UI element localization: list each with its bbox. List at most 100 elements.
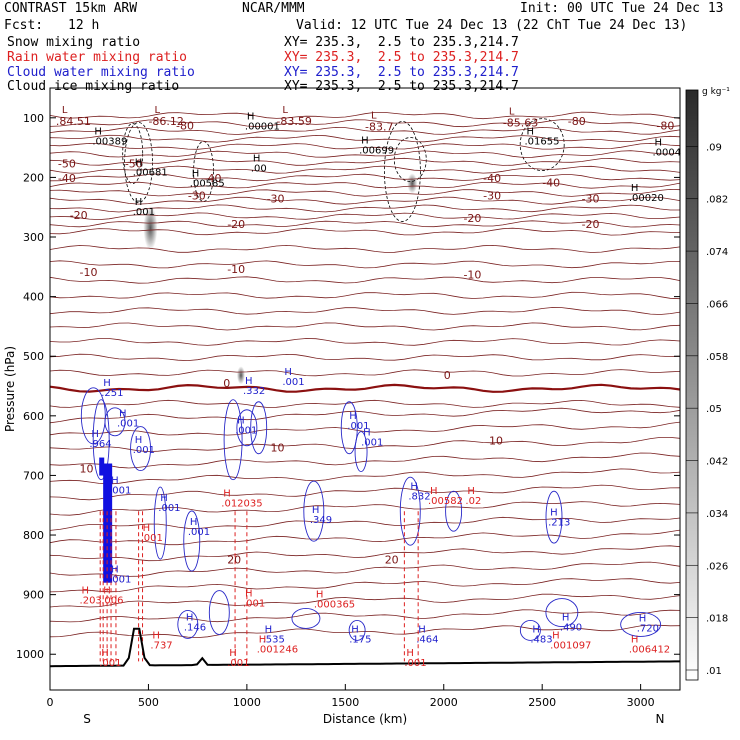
isotherm-line	[49, 181, 681, 189]
cloud-water-max-value-label: .175	[349, 634, 371, 645]
rain-max-marker: H	[552, 630, 560, 641]
cloud-water-max-value-label: .001	[361, 438, 383, 449]
ice-max-value-label: .00020	[629, 193, 664, 204]
cloud-water-core	[103, 463, 113, 583]
colorbar-level-label: .05	[706, 404, 722, 415]
cloud-water-max-marker: H	[186, 612, 194, 623]
rain-max-value-label: .000365	[314, 600, 355, 611]
cloud-water-contour	[130, 426, 152, 472]
isotherm-line	[49, 407, 681, 424]
cloud-water-max-marker: H	[237, 416, 245, 427]
ice-dashed-contour	[384, 121, 421, 222]
isotherm-value-label: 0	[444, 369, 451, 382]
cloud-water-max-marker: H	[639, 614, 647, 625]
cloud-water-contour	[236, 409, 258, 447]
isotherm-line	[49, 437, 681, 453]
isotherm-value-label: -20	[463, 212, 481, 225]
rain-max-value-label: .001097	[550, 640, 591, 651]
cloud-water-max-marker: H	[160, 493, 168, 504]
cloud-water-max-marker: H	[410, 481, 418, 492]
ice-max-value-label: .0004	[652, 147, 681, 158]
ice-max-marker: H	[94, 127, 102, 138]
rain-max-value-label: .001246	[257, 644, 298, 655]
cloud-water-contour	[223, 399, 243, 481]
ice-shade-blob	[407, 173, 418, 194]
isotherm-value-label: 20	[227, 554, 241, 567]
isotherm-value-label: -50	[125, 157, 143, 170]
ice-shading-layer	[122, 118, 565, 385]
cloud-water-max-value-label: .001	[188, 527, 210, 538]
isotherm-line	[49, 173, 681, 182]
isotherm-value-label: -20	[582, 218, 600, 231]
cloud-water-max-value-label: .001	[235, 426, 257, 437]
field-cloud-ice-xy: XY= 235.3, 2.5 to 235.3,214.7	[284, 79, 519, 94]
y-tick-label: 300	[23, 231, 44, 244]
cloud-water-contour	[291, 608, 321, 629]
ice-dashed-contour	[122, 123, 144, 184]
south-end-label: S	[83, 712, 91, 726]
cloud-water-max-marker: H	[119, 409, 127, 420]
colorbar-layer: .01 .018 .026 .034 .042 .05 .058 .066 .074 .082 .0…	[685, 87, 730, 681]
rain-max-value-label: .001	[227, 658, 249, 669]
isotherm-line	[49, 593, 681, 608]
cloud-water-contour	[545, 490, 563, 544]
rain-max-value-label: .203	[80, 596, 102, 607]
cloud-water-max-value-label: .464	[416, 634, 438, 645]
low-marker: L	[371, 111, 377, 122]
isotherm-line	[49, 578, 681, 593]
rain-max-value-label: .737	[150, 640, 172, 651]
isotherm-value-label: -30	[582, 192, 600, 205]
cloud-water-max-marker: H	[418, 624, 426, 635]
surface-terrain-line	[49, 627, 680, 668]
cloud-water-max-marker: H	[111, 475, 119, 486]
rain-max-marker: H	[467, 486, 475, 497]
isotherm-line	[49, 484, 681, 501]
cloud-water-max-value-label: .832	[408, 491, 430, 502]
isotherm-line	[49, 244, 681, 253]
cloud-water-max-value-label: .001	[109, 485, 131, 496]
organization-label: NCAR/MMM	[242, 1, 305, 16]
rain-max-marker: H	[316, 590, 324, 601]
cloud-water-max-marker: H	[562, 612, 570, 623]
y-tick-label: 400	[23, 291, 44, 304]
rain-max-value-label: .001	[141, 533, 163, 544]
cloud-water-max-value-label: .332	[243, 386, 265, 397]
x-tick-label: 1500	[331, 696, 359, 709]
isotherm-value-label: 0	[223, 377, 230, 390]
isotherm-line	[49, 369, 681, 377]
isotherm-value-label: -30	[483, 189, 501, 202]
isotherm-line	[49, 196, 681, 205]
forecast-label: Fcst:	[4, 18, 44, 33]
cloud-water-max-value-label: .213	[548, 517, 570, 528]
rain-max-value-label: .00582	[428, 496, 463, 507]
isotherm-value-label: 20	[385, 554, 399, 567]
cloud-water-max-marker: H	[550, 507, 558, 518]
ice-max-marker: H	[247, 112, 255, 123]
isotherm-line	[49, 188, 681, 197]
x-axis-label: Distance (km)	[323, 712, 407, 726]
rain-max-marker: H	[259, 634, 267, 645]
cloud-water-max-marker: H	[284, 367, 292, 378]
colorbar-level-label: .074	[706, 247, 728, 258]
isotherm-value-label: -40	[542, 176, 560, 189]
rain-max-marker: H	[103, 586, 111, 597]
ice-max-value-label: .00389	[92, 137, 127, 148]
rain-max-value-label: .006	[101, 596, 123, 607]
isotherm-value-label: 10	[80, 462, 94, 475]
cloud-water-max-value-label: .251	[101, 388, 123, 399]
ice-max-value-label: .001	[133, 207, 155, 218]
isotherm-line	[49, 119, 681, 128]
isotherm-line	[49, 561, 681, 577]
ice-max-marker: H	[361, 136, 369, 147]
ice-max-marker: H	[192, 168, 200, 179]
isotherm-line	[49, 421, 681, 436]
isotherm-value-label: -30	[188, 189, 206, 202]
ice-max-value-label: .01655	[524, 137, 559, 148]
isotherm-line	[49, 516, 681, 531]
label-layer: -50 -50-40 -40 -40 -40-30 -30 -30 -30-20-20 -20-…	[56, 105, 681, 669]
ice-dashed-contour	[124, 122, 153, 203]
init-time: Init: 00 UTC Tue 24 Dec 13	[520, 1, 724, 16]
x-tick-label: 2000	[430, 696, 458, 709]
low-value-label: -83.7	[365, 121, 393, 134]
cloud-water-contour	[354, 431, 368, 473]
